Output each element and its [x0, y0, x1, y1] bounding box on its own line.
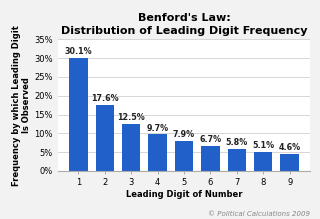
Title: Benford's Law:
Distribution of Leading Digit Frequency: Benford's Law: Distribution of Leading D… — [61, 13, 307, 36]
Bar — [148, 134, 167, 171]
Text: 5.8%: 5.8% — [226, 138, 248, 147]
Bar — [254, 152, 273, 171]
Bar — [122, 124, 140, 171]
Bar — [95, 105, 114, 171]
Bar — [175, 141, 193, 171]
Text: 12.5%: 12.5% — [117, 113, 145, 122]
Text: 6.7%: 6.7% — [199, 135, 221, 144]
Bar — [228, 149, 246, 171]
Y-axis label: Frequency by which Leading Digit
Is Observed: Frequency by which Leading Digit Is Obse… — [12, 25, 31, 185]
Text: 4.6%: 4.6% — [279, 143, 301, 152]
Text: 30.1%: 30.1% — [65, 47, 92, 56]
X-axis label: Leading Digit of Number: Leading Digit of Number — [126, 190, 242, 199]
Text: © Political Calculations 2009: © Political Calculations 2009 — [208, 211, 310, 217]
Bar — [201, 146, 220, 171]
Text: 9.7%: 9.7% — [147, 124, 169, 132]
Text: 7.9%: 7.9% — [173, 130, 195, 139]
Bar — [280, 154, 299, 171]
Text: 17.6%: 17.6% — [91, 94, 119, 103]
Bar — [69, 58, 88, 171]
Text: 5.1%: 5.1% — [252, 141, 274, 150]
